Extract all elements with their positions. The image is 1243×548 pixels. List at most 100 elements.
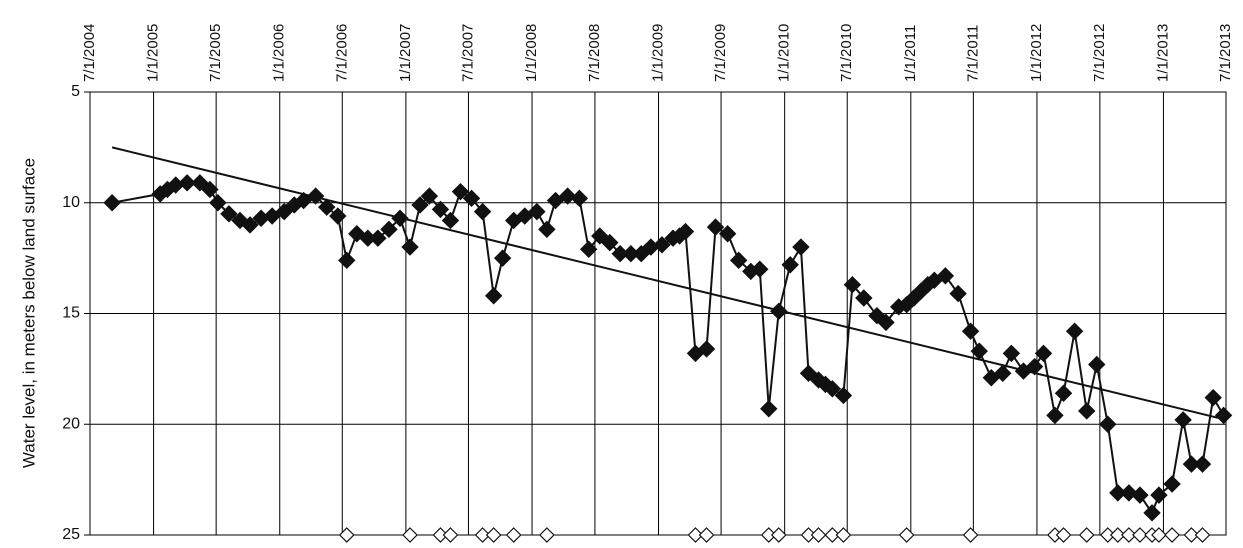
x-tick-label: 1/1/2005 <box>145 24 162 82</box>
marker <box>1025 357 1044 376</box>
marker <box>1204 388 1222 407</box>
open-marker <box>1183 527 1200 543</box>
marker <box>751 260 769 278</box>
marker <box>1120 484 1138 502</box>
marker <box>1143 504 1161 522</box>
x-tick-label: 1/1/2013 <box>1154 24 1171 82</box>
marker <box>792 238 810 256</box>
marker <box>462 189 481 208</box>
marker <box>1214 406 1233 425</box>
marker <box>484 287 503 305</box>
marker <box>591 227 609 245</box>
series-line <box>111 181 1225 515</box>
marker <box>306 187 325 205</box>
marker <box>855 289 873 307</box>
open-marker <box>539 527 555 543</box>
marker <box>994 364 1012 383</box>
open-marker <box>698 527 715 543</box>
x-tick-label: 7/1/2005 <box>207 24 224 82</box>
x-tick-label: 7/1/2008 <box>586 24 603 82</box>
x-tick-label: 1/1/2012 <box>1028 24 1045 82</box>
marker <box>178 174 196 192</box>
open-marker <box>474 527 491 543</box>
x-tick-label: 7/1/2007 <box>459 24 476 82</box>
x-tick-label: 7/1/2012 <box>1091 24 1108 82</box>
open-marker <box>835 527 852 543</box>
marker <box>570 189 589 208</box>
marker <box>579 240 598 258</box>
x-tick-label: 1/1/2010 <box>776 24 793 82</box>
x-tick-label: 1/1/2006 <box>271 24 288 82</box>
marker <box>380 220 398 239</box>
marker <box>760 400 778 418</box>
open-marker <box>1194 527 1211 543</box>
x-tick-label: 7/1/2011 <box>964 25 981 82</box>
marker <box>241 216 259 234</box>
marker <box>1099 415 1117 433</box>
marker <box>1078 402 1096 420</box>
marker <box>318 198 336 216</box>
open-marker <box>962 527 979 543</box>
x-tick-label: 1/1/2008 <box>523 24 540 82</box>
marker <box>1054 384 1073 402</box>
marker <box>441 211 460 230</box>
marker <box>949 284 967 303</box>
open-marker <box>485 527 502 543</box>
marker <box>834 386 853 405</box>
marker <box>697 340 716 358</box>
marker <box>1034 344 1053 363</box>
x-tick-label: 1/1/2007 <box>397 24 414 82</box>
marker <box>558 187 577 205</box>
marker <box>676 222 695 241</box>
open-marker <box>1164 527 1180 543</box>
marker <box>653 236 671 254</box>
marker <box>1065 322 1084 340</box>
x-tick-label: 1/1/2011 <box>902 25 919 82</box>
x-tick-label: 7/1/2013 <box>1217 24 1234 82</box>
marker <box>431 200 450 219</box>
x-tick-label: 7/1/2010 <box>838 24 855 82</box>
y-tick-label: 5 <box>71 83 80 100</box>
x-tick-label: 1/1/2009 <box>649 24 666 82</box>
marker <box>823 380 842 398</box>
marker <box>201 180 219 199</box>
open-marker <box>687 527 704 543</box>
marker <box>718 225 737 243</box>
x-tick-label: 7/1/2004 <box>81 24 98 82</box>
open-marker <box>402 527 418 543</box>
marker <box>473 202 492 221</box>
marker <box>209 194 227 212</box>
marker <box>706 218 725 236</box>
open-marker <box>770 527 787 543</box>
y-tick-label: 10 <box>62 194 80 211</box>
marker <box>961 322 980 340</box>
marker <box>369 229 387 247</box>
marker <box>1174 411 1192 429</box>
open-marker <box>1151 527 1167 543</box>
x-tick-label: 7/1/2006 <box>333 24 350 82</box>
open-marker <box>1121 527 1137 543</box>
x-tick-label: 7/1/2009 <box>712 24 729 82</box>
marker <box>1193 455 1212 473</box>
marker <box>451 182 470 201</box>
open-marker <box>505 527 522 543</box>
y-axis-label: Water level, in meters below land surfac… <box>19 158 38 468</box>
marker <box>601 233 619 252</box>
marker <box>781 256 799 274</box>
open-marker <box>1055 527 1072 543</box>
marker <box>936 267 955 285</box>
marker <box>338 251 356 270</box>
marker <box>538 220 556 239</box>
open-marker <box>442 527 459 543</box>
marker <box>401 238 419 256</box>
marker <box>528 202 546 221</box>
y-tick-label: 25 <box>62 526 80 543</box>
open-marker <box>1132 527 1148 543</box>
open-marker <box>810 527 827 543</box>
marker <box>1046 406 1064 425</box>
y-tick-label: 15 <box>62 305 80 322</box>
y-tick-label: 20 <box>62 415 80 432</box>
marker <box>1088 355 1106 374</box>
